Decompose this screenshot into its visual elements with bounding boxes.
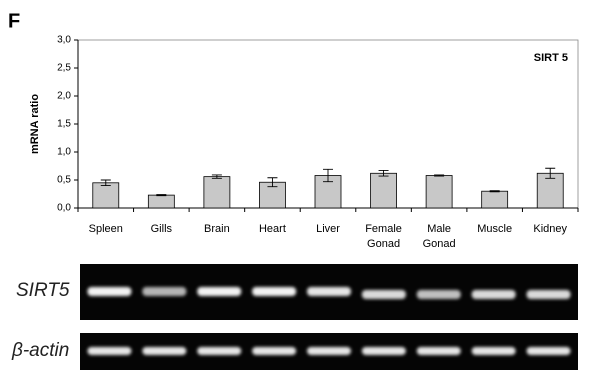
x-tick-label: Female Gonad: [354, 222, 414, 252]
gel-band: [307, 347, 351, 355]
gel-band: [252, 287, 296, 296]
gel-label: SIRT5: [16, 280, 70, 302]
x-tick-label: Brain: [187, 222, 247, 237]
page: {"chart_data": {"type": "bar", "panel_la…: [0, 0, 606, 370]
bar: [426, 176, 452, 208]
gel-band: [307, 287, 351, 296]
x-tick-label: Liver: [298, 222, 358, 237]
annotation: SIRT 5: [534, 52, 568, 64]
y-tick-label: 2,0: [57, 91, 71, 102]
gel-band: [142, 347, 186, 355]
y-tick-label: 1,0: [57, 147, 71, 158]
gel-band: [87, 347, 131, 355]
gel-label: β-actin: [12, 340, 69, 362]
gel-band: [197, 347, 241, 355]
x-tick-label: Gills: [131, 222, 191, 237]
gel-band: [362, 290, 406, 299]
gel-band: [472, 290, 516, 299]
y-tick-label: 0,5: [57, 175, 71, 186]
x-tick-label: Kidney: [520, 222, 580, 237]
y-tick-label: 3,0: [57, 35, 71, 46]
x-tick-label: Spleen: [76, 222, 136, 237]
gel-band: [252, 347, 296, 355]
gel-band: [417, 347, 461, 355]
y-tick-label: 2,5: [57, 63, 71, 74]
x-tick-label: Heart: [242, 222, 302, 237]
gel-band: [87, 287, 131, 296]
gel-band: [527, 347, 571, 355]
gel-band: [527, 290, 571, 299]
x-tick-label: Muscle: [465, 222, 525, 237]
bar: [371, 173, 397, 208]
bar: [204, 177, 230, 208]
gel-band: [197, 287, 241, 296]
x-tick-label: Male Gonad: [409, 222, 469, 252]
chart: F SIRT 5 mRNA ratio 0,0 0,5 1,0 1,5 2,0 2,5 3,…: [0, 0, 606, 370]
gel-band: [472, 347, 516, 355]
y-axis-label: mRNA ratio: [29, 94, 41, 154]
bar: [148, 195, 174, 208]
y-tick-label: 0,0: [57, 203, 71, 214]
gel-band: [417, 290, 461, 299]
bar: [482, 191, 508, 208]
panel-label: F: [8, 10, 20, 32]
y-tick-label: 1,5: [57, 119, 71, 130]
bar: [93, 183, 119, 208]
gel-band: [142, 287, 186, 296]
gel-band: [362, 347, 406, 355]
